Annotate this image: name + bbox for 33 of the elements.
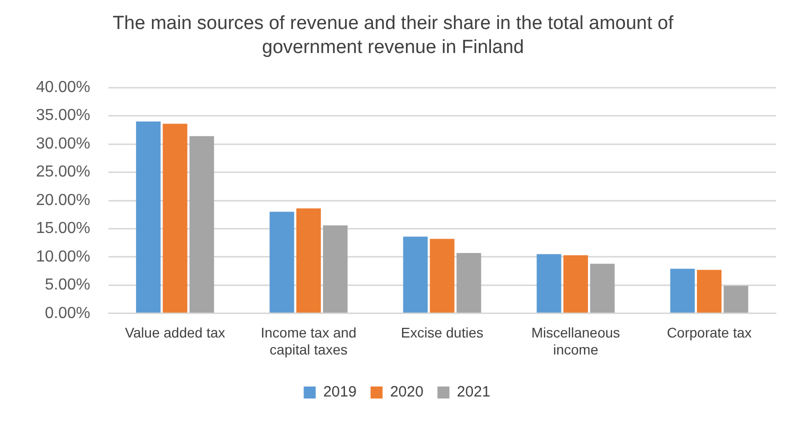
bar xyxy=(189,136,214,313)
bar xyxy=(563,255,588,313)
y-tick-label: 30.00% xyxy=(36,135,90,152)
bar xyxy=(724,286,748,313)
x-tick-label: Corporate tax xyxy=(666,324,752,341)
bar xyxy=(456,253,482,313)
bar xyxy=(270,212,294,313)
bar xyxy=(162,124,188,313)
y-tick-label: 20.00% xyxy=(36,192,90,209)
bar xyxy=(323,225,348,313)
y-tick-label: 35.00% xyxy=(36,107,90,124)
y-tick-label: 5.00% xyxy=(44,276,90,294)
bar xyxy=(696,270,722,313)
legend-label: 2019 xyxy=(323,384,357,401)
y-tick-label: 15.00% xyxy=(36,220,90,238)
y-tick-label: 0.00% xyxy=(44,304,90,322)
bar xyxy=(536,254,562,313)
bar xyxy=(136,121,161,313)
x-tick-label: Excise duties xyxy=(400,324,484,341)
bar xyxy=(296,208,321,313)
bar xyxy=(590,264,615,313)
x-tick-label: Miscellaneous income xyxy=(531,324,620,358)
bar xyxy=(670,268,695,313)
y-tick-label: 40.00% xyxy=(36,79,90,96)
chart-title: The main sources of revenue and their share in the total amount of government revenue in Finland xyxy=(112,12,674,60)
x-tick-label: Value added tax xyxy=(124,324,226,341)
legend-label: 2021 xyxy=(456,384,490,401)
y-tick-label: 25.00% xyxy=(36,164,90,181)
bar xyxy=(430,238,454,313)
bar xyxy=(403,236,428,313)
legend-label: 2020 xyxy=(390,384,424,401)
y-tick-label: 10.00% xyxy=(36,248,90,266)
x-tick-label: Income tax and capital taxes xyxy=(260,324,356,358)
